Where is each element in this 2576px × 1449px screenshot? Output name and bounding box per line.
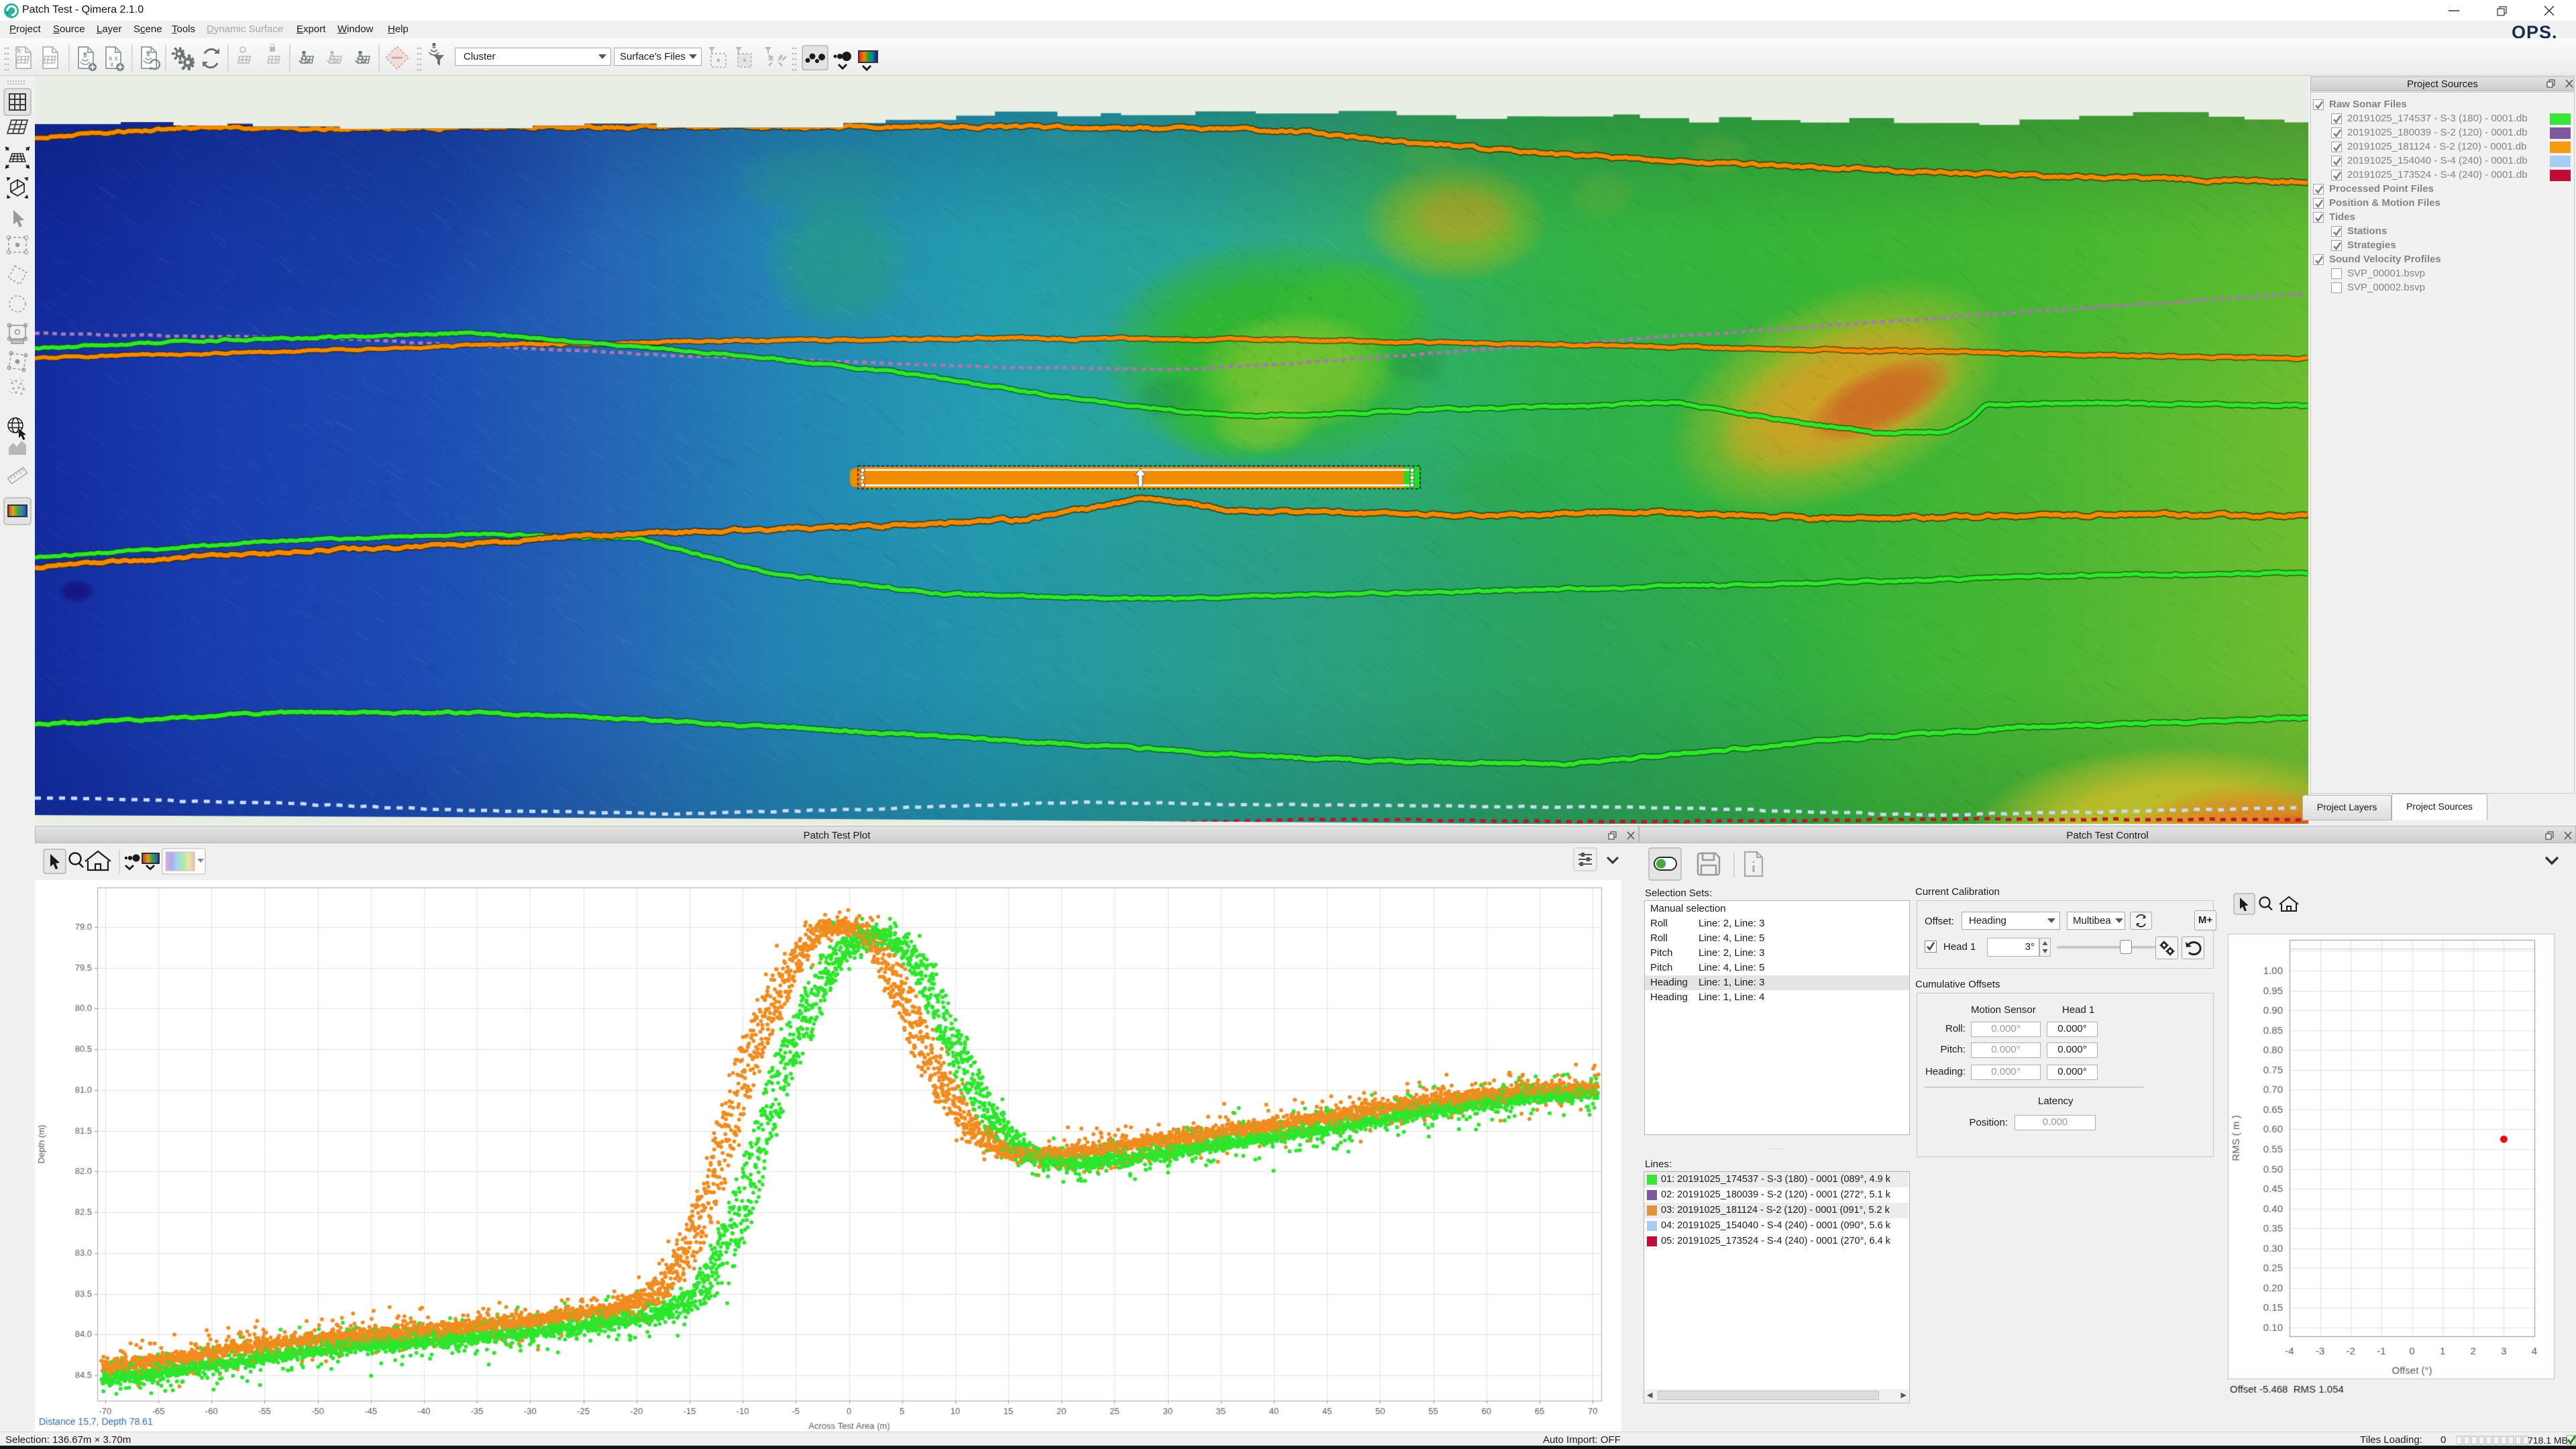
svg-text:x: x <box>110 61 114 68</box>
svg-text:x x: x x <box>109 55 118 62</box>
